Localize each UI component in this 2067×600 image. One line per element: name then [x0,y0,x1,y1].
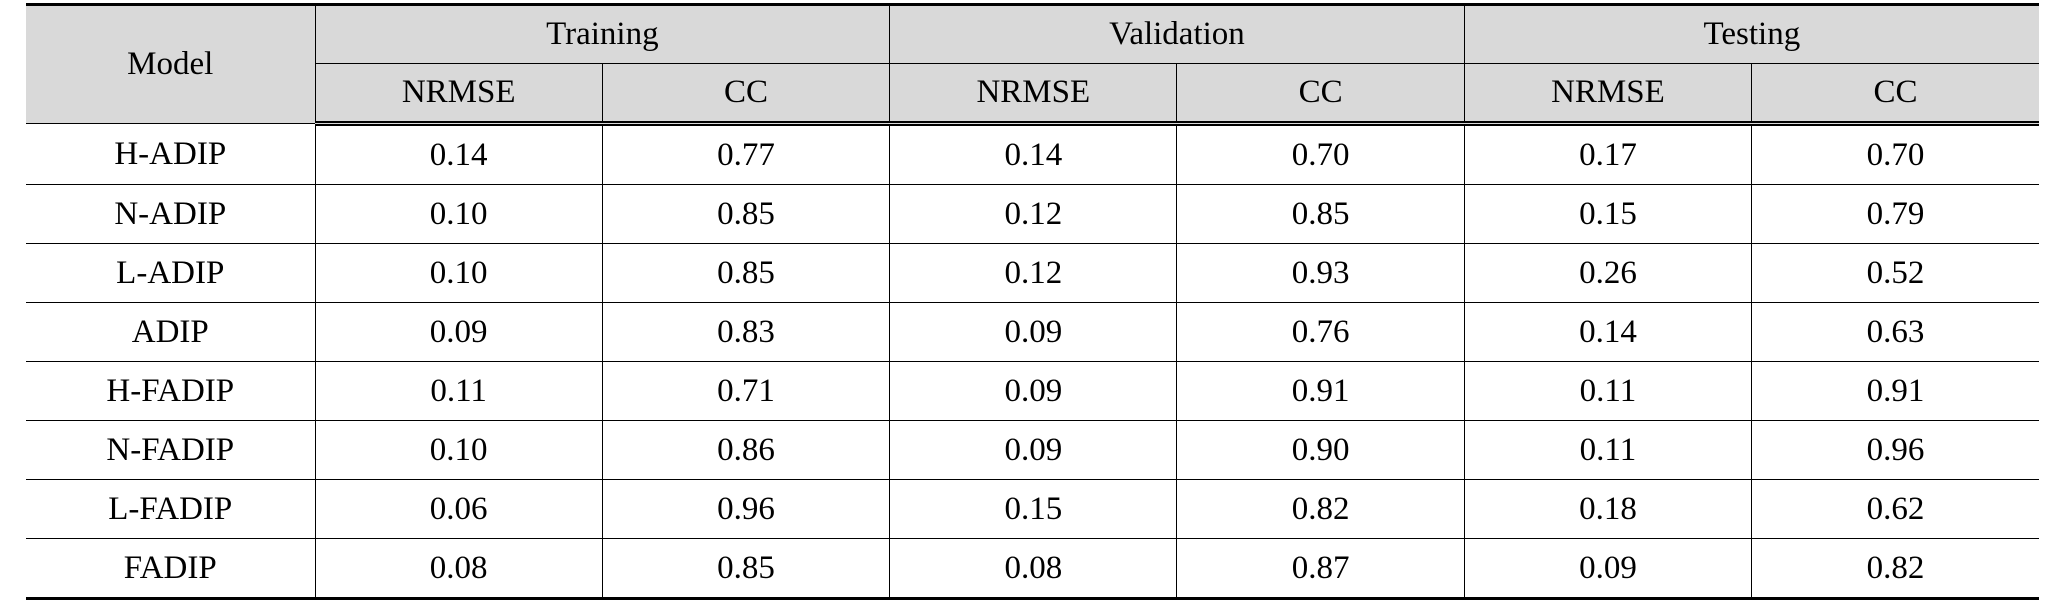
value-cell: 0.52 [1751,243,2039,303]
model-cell: L-FADIP [26,479,316,539]
value-cell: 0.10 [314,420,603,480]
sub-header-validation-cc: CC [1176,63,1465,126]
value-cell: 0.11 [1463,361,1753,421]
table-row: L-FADIP 0.06 0.96 0.15 0.82 0.18 0.62 [26,479,2039,539]
value-cell: 0.85 [1176,184,1465,244]
table-header: Model Training Validation Testing NRMSE … [26,3,2039,126]
value-cell: 0.91 [1751,361,2039,421]
value-cell: 0.87 [1176,538,1465,600]
model-cell: ADIP [26,302,316,362]
sub-header-testing-cc: CC [1751,63,2039,126]
sub-header-training-cc: CC [601,63,891,126]
sub-header-training-nrmse: NRMSE [315,63,603,126]
model-cell: H-ADIP [26,123,316,185]
results-table: Model Training Validation Testing NRMSE … [26,3,2039,600]
value-cell: 0.12 [889,184,1178,244]
value-cell: 0.08 [889,538,1178,600]
sub-header-validation-nrmse: NRMSE [889,63,1178,126]
table-row: H-ADIP 0.14 0.77 0.14 0.70 0.17 0.70 [26,123,2039,185]
group-header-row: Model Training Validation Testing [26,3,2039,124]
table-row: ADIP 0.09 0.83 0.09 0.76 0.14 0.63 [26,302,2039,362]
value-cell: 0.96 [1751,420,2039,480]
value-cell: 0.85 [601,184,891,244]
value-cell: 0.11 [1463,420,1753,480]
value-cell: 0.86 [601,420,891,480]
table-row: N-ADIP 0.10 0.85 0.12 0.85 0.15 0.79 [26,184,2039,244]
value-cell: 0.14 [1463,302,1753,362]
value-cell: 0.09 [1463,538,1753,600]
value-cell: 0.09 [889,420,1178,480]
value-cell: 0.79 [1751,184,2039,244]
value-cell: 0.62 [1751,479,2039,539]
value-cell: 0.06 [314,479,603,539]
model-cell: FADIP [26,538,316,600]
value-cell: 0.77 [601,123,891,185]
value-cell: 0.93 [1176,243,1465,303]
value-cell: 0.14 [889,123,1178,185]
value-cell: 0.71 [601,361,891,421]
value-cell: 0.85 [601,538,891,600]
table-row: N-FADIP 0.10 0.86 0.09 0.90 0.11 0.96 [26,420,2039,480]
value-cell: 0.70 [1751,123,2039,185]
group-header-training: Training [314,3,891,64]
value-cell: 0.63 [1751,302,2039,362]
value-cell: 0.08 [314,538,603,600]
table-row: H-FADIP 0.11 0.71 0.09 0.91 0.11 0.91 [26,361,2039,421]
value-cell: 0.10 [314,243,603,303]
sub-header-row: NRMSE CC NRMSE CC NRMSE CC [26,63,2039,126]
value-cell: 0.09 [889,302,1178,362]
model-cell: L-ADIP [26,243,316,303]
table-row: L-ADIP 0.10 0.85 0.12 0.93 0.26 0.52 [26,243,2039,303]
value-cell: 0.09 [314,302,603,362]
value-cell: 0.10 [314,184,603,244]
sub-header-testing-nrmse: NRMSE [1463,63,1753,126]
group-header-validation: Validation [889,3,1465,64]
value-cell: 0.15 [1463,184,1753,244]
value-cell: 0.18 [1463,479,1753,539]
table-body: H-ADIP 0.14 0.77 0.14 0.70 0.17 0.70 N-A… [26,123,2039,600]
value-cell: 0.82 [1176,479,1465,539]
value-cell: 0.96 [601,479,891,539]
value-cell: 0.11 [314,361,603,421]
group-header-testing: Testing [1463,3,2039,64]
model-cell: H-FADIP [26,361,316,421]
model-column-header: Model [26,3,316,124]
value-cell: 0.26 [1463,243,1753,303]
value-cell: 0.90 [1176,420,1465,480]
value-cell: 0.76 [1176,302,1465,362]
value-cell: 0.17 [1463,123,1753,185]
model-cell: N-FADIP [26,420,316,480]
value-cell: 0.09 [889,361,1178,421]
value-cell: 0.15 [889,479,1178,539]
model-cell: N-ADIP [26,184,316,244]
value-cell: 0.70 [1176,123,1465,185]
value-cell: 0.83 [601,302,891,362]
table-row: FADIP 0.08 0.85 0.08 0.87 0.09 0.82 [26,538,2039,600]
value-cell: 0.85 [601,243,891,303]
value-cell: 0.91 [1176,361,1465,421]
value-cell: 0.12 [889,243,1178,303]
value-cell: 0.82 [1751,538,2039,600]
value-cell: 0.14 [314,123,603,185]
